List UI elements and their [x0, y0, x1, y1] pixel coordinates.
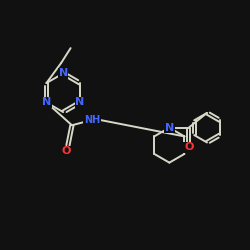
Text: N: N — [42, 98, 51, 108]
Text: N: N — [165, 123, 174, 133]
Text: O: O — [184, 142, 194, 152]
Text: N: N — [58, 68, 68, 78]
Text: NH: NH — [84, 115, 100, 125]
Text: O: O — [62, 146, 71, 156]
Text: N: N — [75, 98, 85, 108]
